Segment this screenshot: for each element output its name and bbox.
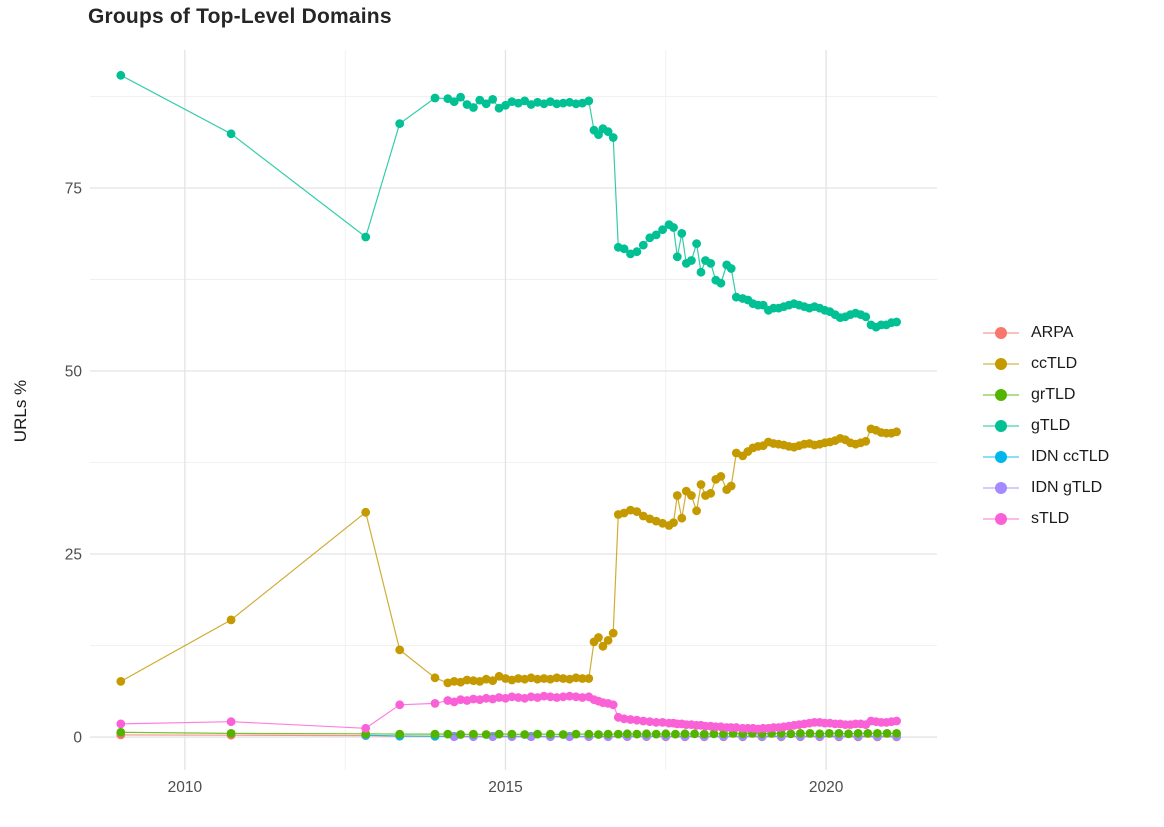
minor-gridlines (90, 50, 937, 770)
legend-label: sTLD (1031, 509, 1070, 527)
legend: ARPA ccTLD grTLD gTLD IDN ccTLD IDN gTLD sTLD (983, 317, 1109, 534)
legend-key-icon (983, 512, 1019, 526)
series-points-stld (116, 691, 901, 734)
legend-key-dot (995, 481, 1007, 494)
series-points-gtld (116, 70, 901, 332)
legend-key-icon (983, 388, 1019, 402)
legend-key-dot (995, 419, 1007, 432)
legend-item-cctld: ccTLD (983, 348, 1109, 379)
y-tick-label-0: 0 (73, 730, 82, 747)
chart-title: Groups of Top-Level Domains (88, 5, 392, 28)
legend-label: gTLD (1031, 416, 1071, 434)
x-tick-label-2020: 2020 (809, 779, 844, 796)
x-tick-label-2015: 2015 (488, 779, 522, 796)
legend-label: grTLD (1031, 385, 1076, 403)
legend-label: ARPA (1031, 323, 1074, 341)
legend-key-icon (983, 357, 1019, 371)
series-line-cctld (120, 428, 897, 684)
tick-labels: 0 25 50 75 2010 2015 2020 (65, 180, 844, 796)
y-tick-label-25: 25 (65, 547, 82, 564)
legend-item-stld: sTLD (983, 503, 1109, 534)
legend-key-dot (995, 357, 1007, 370)
legend-key-icon (983, 481, 1019, 495)
legend-label: IDN gTLD (1031, 478, 1103, 496)
legend-label: IDN ccTLD (1031, 447, 1110, 465)
legend-item-idn-cctld: IDN ccTLD (983, 441, 1109, 472)
legend-item-grtld: grTLD (983, 379, 1109, 410)
legend-key-dot (995, 450, 1007, 463)
series-points-cctld (116, 424, 901, 688)
legend-label: ccTLD (1031, 354, 1078, 372)
legend-item-arpa: ARPA (983, 317, 1109, 348)
legend-key-icon (983, 450, 1019, 464)
legend-item-idn-gtld: IDN gTLD (983, 472, 1109, 503)
series-line-gtld (120, 74, 897, 328)
legend-key-dot (995, 512, 1007, 525)
legend-key-dot (995, 326, 1007, 339)
major-gridlines (90, 50, 937, 770)
y-tick-label-75: 75 (65, 180, 82, 197)
x-tick-label-2010: 2010 (168, 779, 203, 796)
legend-item-gtld: gTLD (983, 410, 1109, 441)
legend-key-icon (983, 419, 1019, 433)
legend-key-dot (995, 388, 1007, 401)
y-tick-label-50: 50 (65, 364, 83, 381)
legend-key-icon (983, 326, 1019, 340)
y-axis-title: URLs % (11, 379, 30, 443)
